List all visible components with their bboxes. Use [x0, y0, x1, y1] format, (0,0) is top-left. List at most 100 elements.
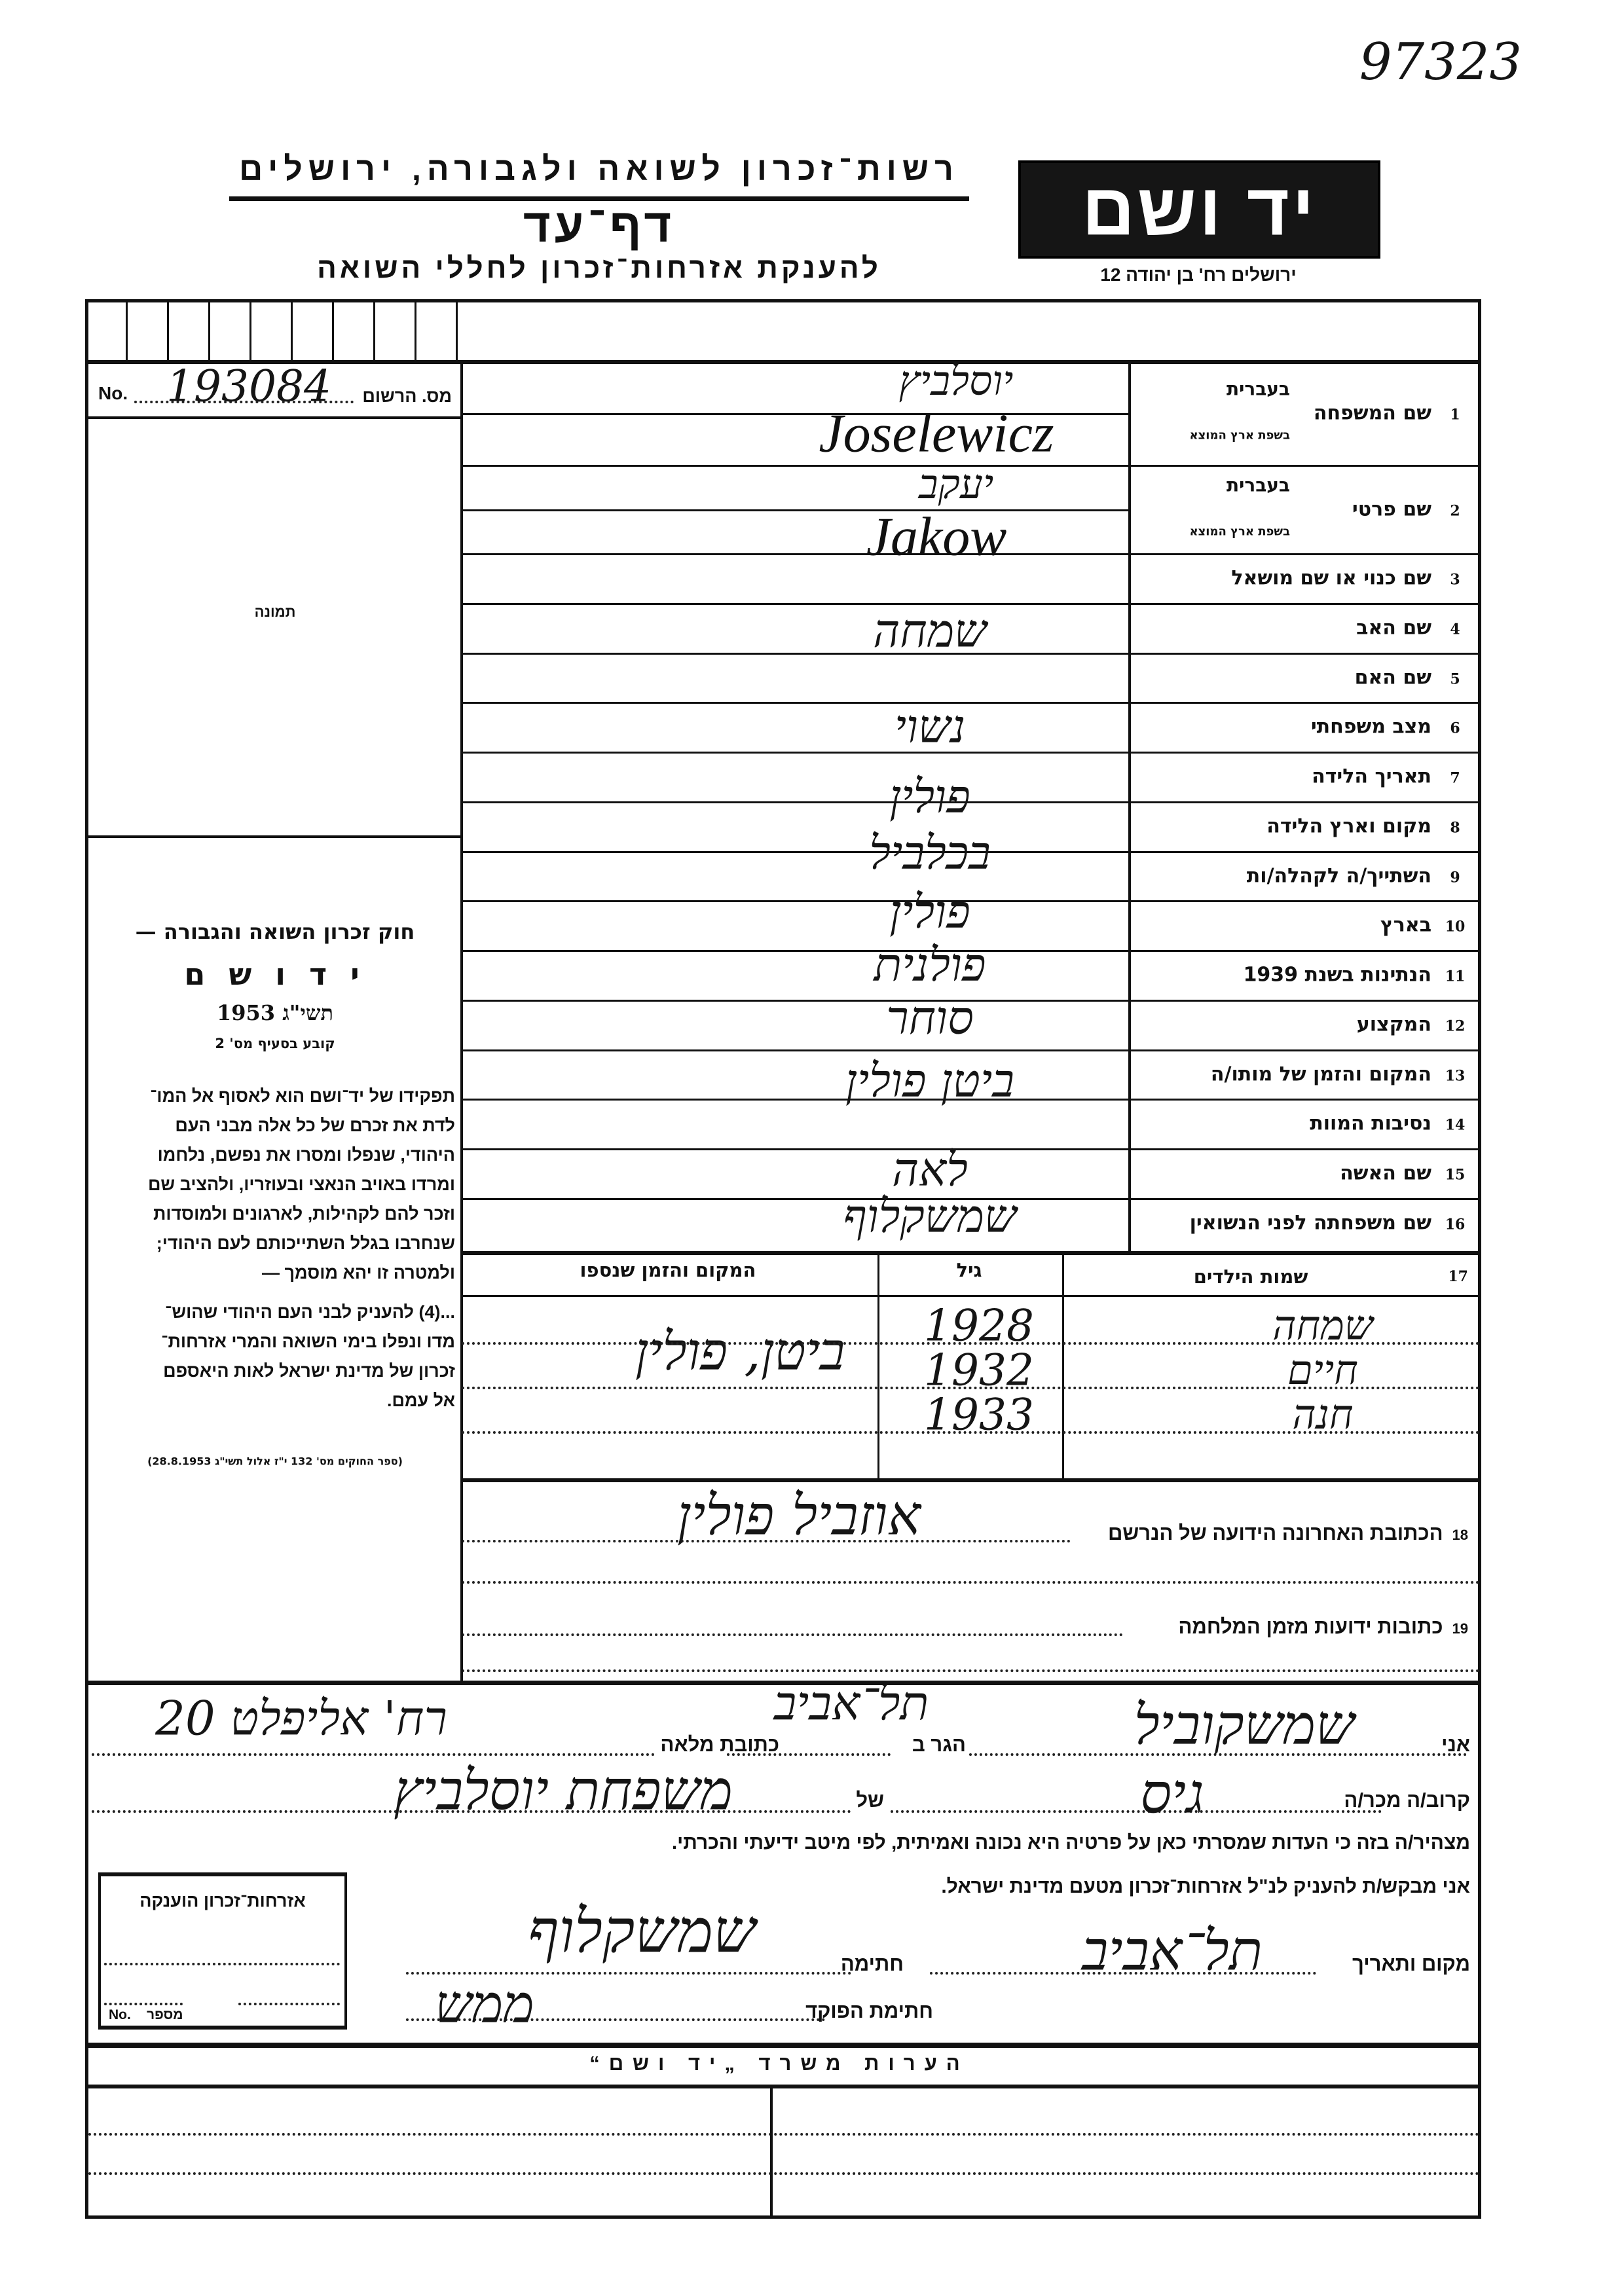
relation-line	[891, 1810, 1382, 1813]
law-line: וזכר להם לקהילות, לארגונים ולמוסדות	[153, 1204, 455, 1224]
of-label: של	[856, 1789, 884, 1812]
field-11-label: 11 הנתינות בשנת 1939	[1244, 964, 1468, 987]
field-1-hebrew-sublabel: בעברית	[1226, 378, 1290, 400]
field-1-label: 1 שם המשפחה	[1314, 402, 1468, 425]
relation-value: גיס	[1140, 1761, 1204, 1826]
field-16-value: שמשקלוף	[843, 1189, 1017, 1243]
field-15-label: 15 שם האשה	[1340, 1162, 1468, 1185]
granted-box-no-label: No.	[109, 2007, 131, 2022]
of-line	[92, 1810, 851, 1813]
yad-vashem-logo: יד ושם	[1018, 160, 1380, 259]
form-subtitle: להענקת אזרחות־זכרון לחללי השואה	[317, 252, 881, 284]
field-13-label: 13 המקום והזמן של מותו/ה	[1211, 1063, 1468, 1085]
item-number: 18	[1452, 1527, 1468, 1543]
granted-box-line-3	[238, 2003, 340, 2005]
field-label-text: שם האב	[1356, 616, 1431, 640]
top-strip-cell-divider	[249, 302, 251, 361]
field-number: 11	[1445, 968, 1466, 985]
field-1-native-value: Joselewicz	[819, 403, 1054, 464]
field-label-text: תאריך הלידה	[1312, 765, 1431, 788]
child-name: חיים	[1287, 1346, 1358, 1394]
header-underline	[229, 196, 969, 201]
field-row-line	[462, 851, 1481, 853]
granted-box-line-2	[104, 2003, 183, 2005]
field-number: 4	[1450, 621, 1460, 638]
field-14-label: 14 נסיבות המוות	[1310, 1112, 1468, 1135]
granted-box-number-label: מספר	[147, 2007, 183, 2022]
field-4-label: 4 שם האב	[1356, 617, 1468, 640]
field-4-value: שמחה	[873, 604, 987, 658]
field-label-text: שם כנוי או שם מושאל	[1231, 566, 1431, 590]
place-date-label: מקום ותאריך	[1352, 1952, 1470, 1975]
declaration-request: אני מבקש/ת להעניק לנ"ל אזרחות־זכרון מטעם…	[941, 1876, 1470, 1897]
relation-label: קרוב/ה מכר/ה	[1344, 1789, 1470, 1812]
name-split-line	[462, 509, 1130, 511]
remarks-title: הערות משרד „יד ושם“	[589, 2052, 969, 2075]
field-label-text: שם האם	[1354, 666, 1431, 689]
law-line: אל עמם.	[386, 1391, 455, 1410]
field-2-native-sublabel: בשפת ארץ המוצא	[1189, 524, 1290, 538]
registration-number: 193084	[166, 361, 331, 412]
remarks-top-line	[85, 2043, 1481, 2048]
wartime-addresses-label: 19 כתובות ידועות מזמן המלחמה	[1178, 1615, 1468, 1639]
field-11-value: פולנית	[874, 938, 986, 992]
official-signature-line	[406, 2018, 825, 2021]
name-split-line	[462, 413, 1130, 415]
children-top-line	[462, 1251, 1481, 1255]
children-number: 17	[1448, 1268, 1468, 1285]
field-2-hebrew-sublabel: בעברית	[1226, 474, 1290, 496]
field-number: 1	[1450, 406, 1460, 424]
photo-placeholder-label: תמונה	[254, 604, 296, 620]
last-address-label: 18 הכתובת האחרונה הידועה של הנרשם	[1108, 1522, 1468, 1545]
field-row-line	[462, 752, 1481, 754]
law-line: שנחרבו בגלל השתייכותם לעם היהודי;	[156, 1233, 455, 1253]
field-label-text: שם המשפחה	[1313, 401, 1431, 425]
granted-box-title: אזרחות־זכרון הוענקה	[139, 1891, 306, 1911]
top-strip-cell-divider	[167, 302, 169, 361]
official-signature-label: חתימת הפוקד	[805, 1999, 933, 2022]
law-line: ולמטרה זו יהא מוסמך —	[261, 1263, 455, 1283]
field-10-value: פולין	[889, 884, 970, 939]
registration-dotted-line	[134, 401, 354, 403]
field-label-text: הנתינות בשנת 1939	[1243, 963, 1431, 987]
field-6-label: 6 מצב משפחתי	[1311, 716, 1468, 738]
wartime-addresses-text: כתובות ידועות מזמן המלחמה	[1178, 1615, 1443, 1638]
org-address: ירושלים רח' בן יהודה 12	[1100, 264, 1297, 285]
remarks-line	[88, 2133, 1480, 2136]
top-strip-cell-divider	[208, 302, 210, 361]
granted-box-line	[104, 1963, 340, 1965]
logo-text: יד ושם	[1082, 168, 1317, 251]
children-death-place: ביטן, פולין	[635, 1321, 845, 1382]
field-number: 6	[1450, 720, 1460, 737]
declarant-name: שמשקוביל	[1134, 1692, 1355, 1757]
law-clause: קובע בסעיף מס' 2	[215, 1036, 335, 1051]
left-column-divider	[460, 361, 463, 1683]
field-7-label: 7 תאריך הלידה	[1312, 765, 1468, 788]
field-row-line	[462, 1148, 1481, 1150]
field-label-text: בארץ	[1380, 913, 1431, 937]
top-strip-cell-divider	[291, 302, 293, 361]
archive-number: 97323	[1359, 33, 1522, 92]
form-title: דף־עד	[523, 200, 676, 252]
field-number: 13	[1445, 1067, 1466, 1084]
field-16-label: 16 שם משפחתה לפני הנשואין	[1190, 1212, 1468, 1235]
place-date-value: תל־אביב	[1081, 1918, 1263, 1983]
law-line: זכרון של מדינת ישראל לאות היאספם	[163, 1361, 455, 1381]
signature-label: חתימה	[840, 1952, 904, 1975]
last-address-text: הכתובת האחרונה הידועה של הנרשם	[1107, 1522, 1443, 1544]
field-row-line	[462, 702, 1481, 704]
field-row-line	[462, 465, 1481, 467]
field-row-line	[462, 801, 1481, 803]
top-strip-cell-divider	[415, 302, 416, 361]
law-name: י ד ו ש ם	[184, 957, 366, 992]
top-strip-cell-divider	[373, 302, 375, 361]
resides-label: הגר ב	[912, 1733, 966, 1756]
field-number: 5	[1450, 670, 1460, 687]
field-number: 12	[1445, 1017, 1466, 1035]
last-address-line-2	[462, 1581, 1480, 1584]
field-10-label: 10 בארץ	[1380, 914, 1468, 937]
field-9-value: בכלביל	[869, 826, 991, 879]
field-row-line	[462, 1099, 1481, 1101]
official-signature: ממש	[435, 1974, 534, 2035]
field-12-value: סוחר	[886, 991, 974, 1045]
